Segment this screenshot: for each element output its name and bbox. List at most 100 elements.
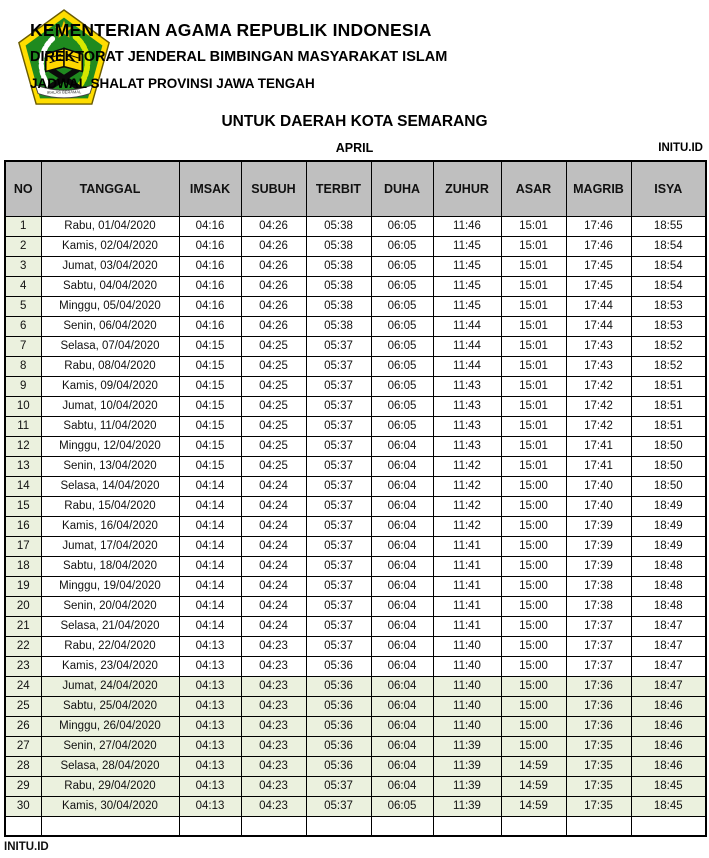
time-cell: 04:13: [178, 775, 242, 797]
time-cell: 04:24: [240, 615, 307, 637]
row-number-cell: 13: [4, 455, 42, 477]
row-number-cell: 30: [4, 795, 42, 817]
date-cell: Rabu, 15/04/2020: [40, 495, 180, 517]
empty-cell: [565, 815, 632, 837]
logo-wheat-left: [38, 36, 56, 88]
time-cell: 06:05: [370, 395, 434, 417]
time-cell: 04:24: [240, 575, 307, 597]
time-cell: 04:13: [178, 635, 242, 657]
table-row: 6 Senin, 06/04/2020 04:16 04:26 05:38 06:05 11…: [4, 315, 707, 337]
time-cell: 04:16: [178, 315, 242, 337]
time-cell: 17:35: [565, 795, 632, 817]
time-cell: 05:36: [305, 735, 372, 757]
column-header-subuh: SUBUH: [240, 160, 307, 217]
time-cell: 04:24: [240, 475, 307, 497]
time-cell: 17:36: [565, 695, 632, 717]
time-cell: 05:37: [305, 415, 372, 437]
time-cell: 05:37: [305, 475, 372, 497]
time-cell: 17:46: [565, 215, 632, 237]
time-cell: 17:38: [565, 575, 632, 597]
time-cell: 15:00: [500, 655, 567, 677]
date-cell: Sabtu, 18/04/2020: [40, 555, 180, 577]
column-header-zuhur: ZUHUR: [432, 160, 502, 217]
time-cell: 05:37: [305, 355, 372, 377]
time-cell: 11:41: [432, 575, 502, 597]
time-cell: 04:25: [240, 455, 307, 477]
initu-brand-bottom: INITU.ID: [4, 841, 49, 853]
time-cell: 18:47: [630, 655, 707, 677]
time-cell: 04:14: [178, 555, 242, 577]
row-number-cell: 18: [4, 555, 42, 577]
time-cell: 06:04: [370, 635, 434, 657]
table-row: 11 Sabtu, 11/04/2020 04:15 04:25 05:37 06:05 1…: [4, 415, 707, 437]
time-cell: 06:04: [370, 715, 434, 737]
time-cell: 14:59: [500, 795, 567, 817]
time-cell: 15:01: [500, 295, 567, 317]
time-cell: 04:25: [240, 375, 307, 397]
time-cell: 15:00: [500, 555, 567, 577]
time-cell: 06:04: [370, 535, 434, 557]
date-cell: Minggu, 05/04/2020: [40, 295, 180, 317]
date-cell: Senin, 06/04/2020: [40, 315, 180, 337]
ministry-title: KEMENTERIAN AGAMA REPUBLIK INDONESIA: [30, 20, 432, 40]
time-cell: 11:40: [432, 715, 502, 737]
date-cell: Jumat, 03/04/2020: [40, 255, 180, 277]
time-cell: 17:37: [565, 635, 632, 657]
time-cell: 11:45: [432, 255, 502, 277]
time-cell: 17:46: [565, 235, 632, 257]
time-cell: 15:00: [500, 695, 567, 717]
time-cell: 05:38: [305, 275, 372, 297]
time-cell: 05:37: [305, 795, 372, 817]
time-cell: 04:16: [178, 255, 242, 277]
time-cell: 04:14: [178, 615, 242, 637]
time-cell: 05:38: [305, 255, 372, 277]
logo-quran-page-lines: [49, 53, 79, 64]
time-cell: 18:46: [630, 755, 707, 777]
time-cell: 18:54: [630, 275, 707, 297]
date-cell: Minggu, 12/04/2020: [40, 435, 180, 457]
time-cell: 15:00: [500, 495, 567, 517]
row-number-cell: 2: [4, 235, 42, 257]
time-cell: 04:16: [178, 215, 242, 237]
time-cell: 05:37: [305, 615, 372, 637]
table-row: 23 Kamis, 23/04/2020 04:13 04:23 05:36 06:04 1…: [4, 655, 707, 677]
time-cell: 11:42: [432, 455, 502, 477]
date-cell: Jumat, 24/04/2020: [40, 675, 180, 697]
date-cell: Senin, 27/04/2020: [40, 735, 180, 757]
time-cell: 05:37: [305, 515, 372, 537]
time-cell: 18:46: [630, 735, 707, 757]
time-cell: 11:43: [432, 375, 502, 397]
time-cell: 04:26: [240, 295, 307, 317]
logo-rehal-stand: [47, 66, 81, 90]
time-cell: 11:40: [432, 695, 502, 717]
time-cell: 15:01: [500, 395, 567, 417]
time-cell: 11:41: [432, 535, 502, 557]
time-cell: 04:13: [178, 755, 242, 777]
time-cell: 05:36: [305, 675, 372, 697]
schedule-province-title: JADWAL SHALAT PROVINSI JAWA TENGAH: [30, 76, 315, 91]
time-cell: 14:59: [500, 775, 567, 797]
time-cell: 05:38: [305, 215, 372, 237]
column-header-magrib: MAGRIB: [565, 160, 632, 217]
time-cell: 15:00: [500, 535, 567, 557]
table-row: 17 Jumat, 17/04/2020 04:14 04:24 05:37 06:04 1…: [4, 535, 707, 557]
table-row: 18 Sabtu, 18/04/2020 04:14 04:24 05:37 06:04 1…: [4, 555, 707, 577]
row-number-cell: 24: [4, 675, 42, 697]
row-number-cell: 5: [4, 295, 42, 317]
table-row: 26 Minggu, 26/04/2020 04:13 04:23 05:36 06:04…: [4, 715, 707, 737]
date-cell: Rabu, 29/04/2020: [40, 775, 180, 797]
row-number-cell: 10: [4, 395, 42, 417]
time-cell: 17:37: [565, 615, 632, 637]
time-cell: 06:04: [370, 735, 434, 757]
time-cell: 04:23: [240, 655, 307, 677]
time-cell: 06:04: [370, 655, 434, 677]
empty-row: [4, 815, 707, 837]
time-cell: 06:05: [370, 255, 434, 277]
time-cell: 17:45: [565, 275, 632, 297]
date-cell: Sabtu, 04/04/2020: [40, 275, 180, 297]
date-cell: Rabu, 22/04/2020: [40, 635, 180, 657]
time-cell: 11:40: [432, 635, 502, 657]
date-cell: Selasa, 14/04/2020: [40, 475, 180, 497]
time-cell: 05:37: [305, 555, 372, 577]
